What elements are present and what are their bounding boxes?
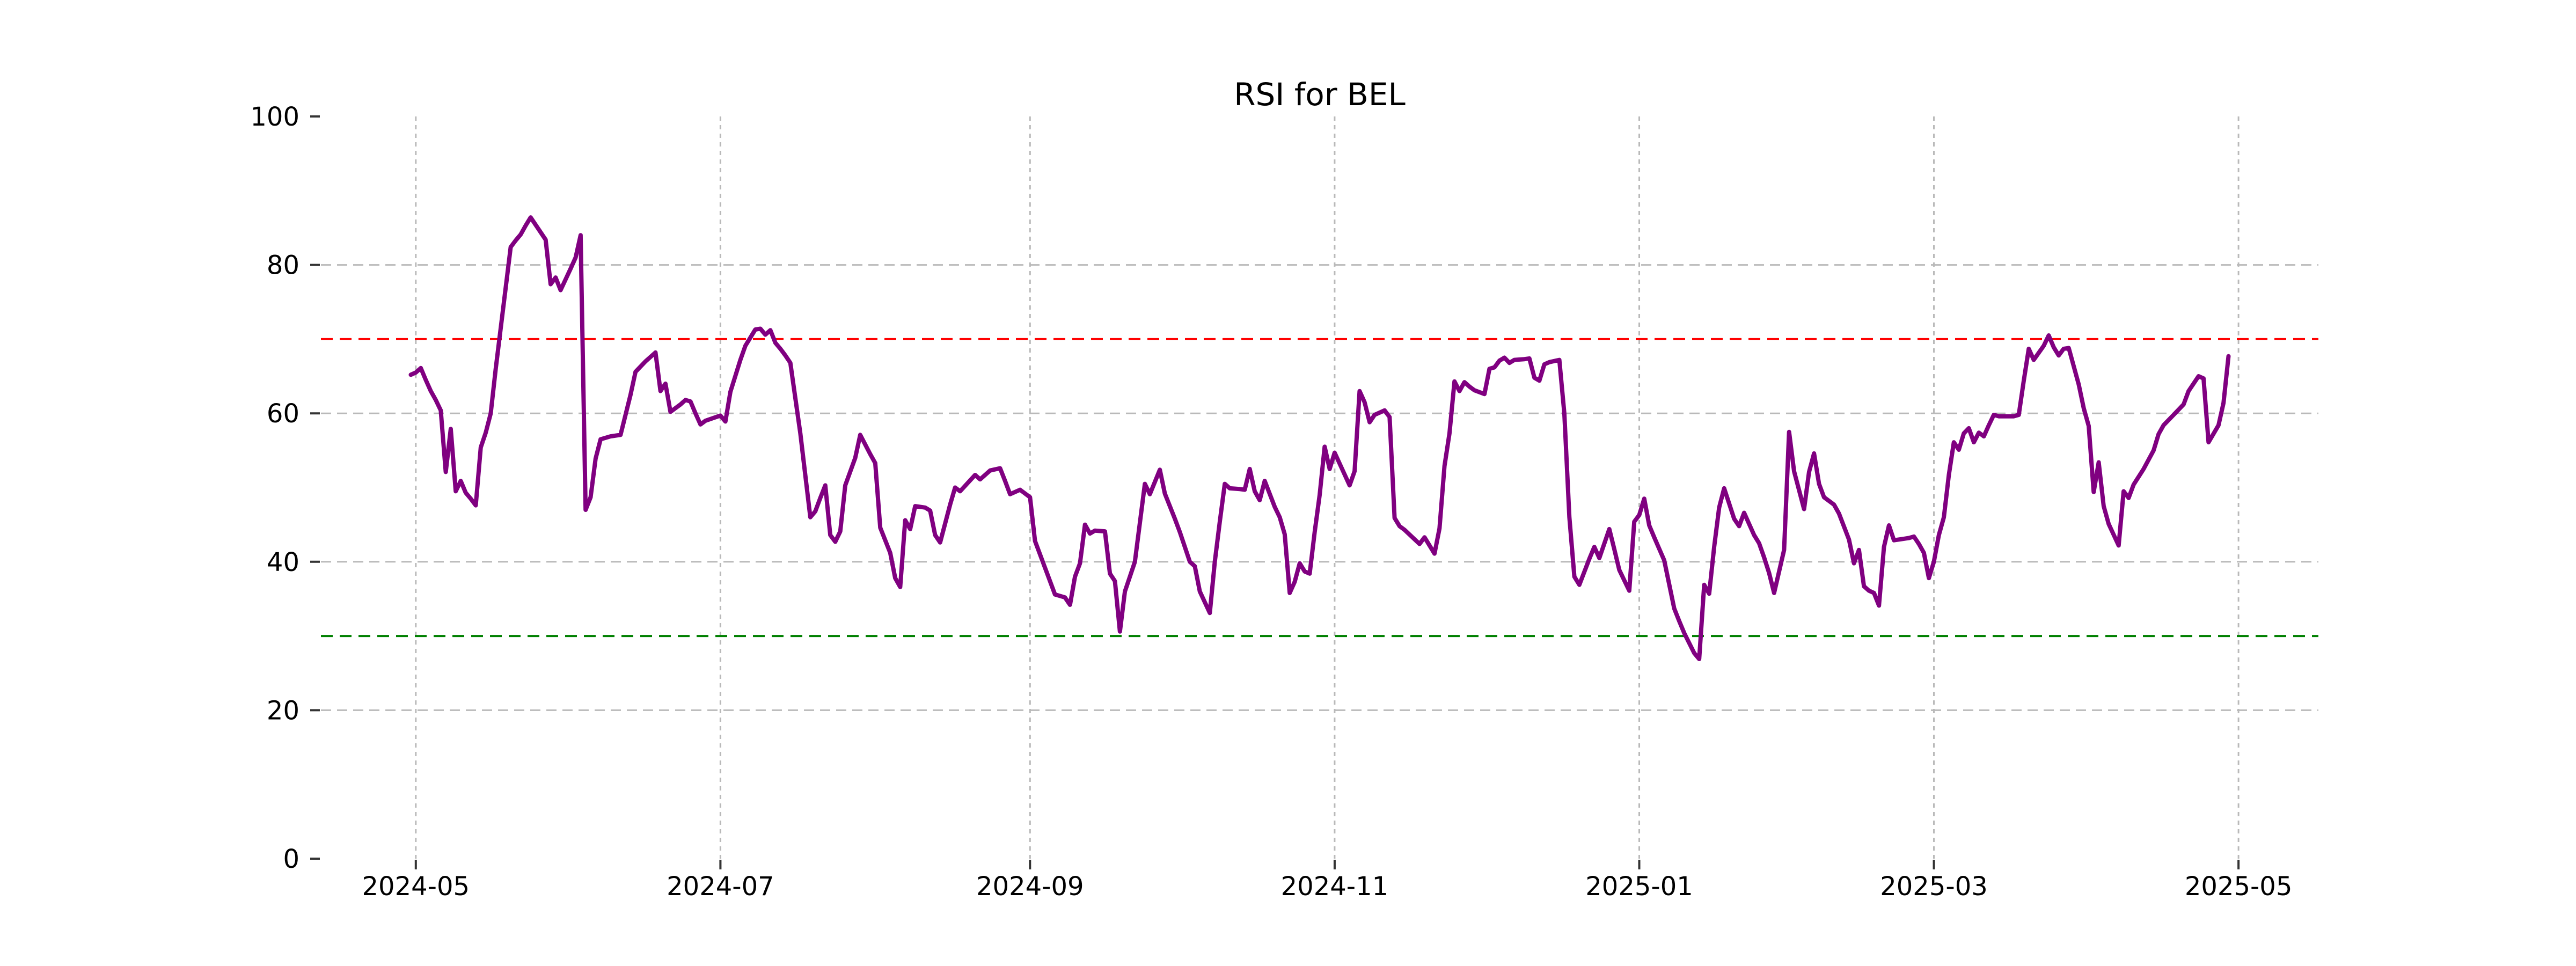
axis-layer: 2024-05 2024-07 2024-09 2024-11 2025-01 2025-… bbox=[250, 102, 2292, 902]
y-tick-label: 40 bbox=[267, 547, 299, 577]
y-tick-label: 80 bbox=[267, 251, 299, 281]
y-tick-label: 20 bbox=[267, 696, 299, 726]
y-tick-label: 60 bbox=[267, 399, 299, 429]
x-tick-label: 2025-05 bbox=[2185, 872, 2293, 902]
x-tick-label: 2024-05 bbox=[362, 872, 470, 902]
reference-lines-layer bbox=[321, 338, 2318, 638]
x-tick-label: 2024-09 bbox=[976, 872, 1084, 902]
x-tick-label: 2025-03 bbox=[1880, 872, 1988, 902]
x-tick-label: 2024-07 bbox=[667, 872, 774, 902]
chart-title: RSI for BEL bbox=[1234, 76, 1406, 113]
rsi-line bbox=[408, 215, 2231, 661]
grid-layer bbox=[321, 116, 2318, 859]
x-tick-label: 2024-11 bbox=[1281, 872, 1389, 902]
y-tick-label: 0 bbox=[283, 844, 299, 874]
series-layer bbox=[408, 215, 2231, 661]
x-tick-label: 2025-01 bbox=[1585, 872, 1693, 902]
y-tick-label: 100 bbox=[250, 102, 299, 132]
